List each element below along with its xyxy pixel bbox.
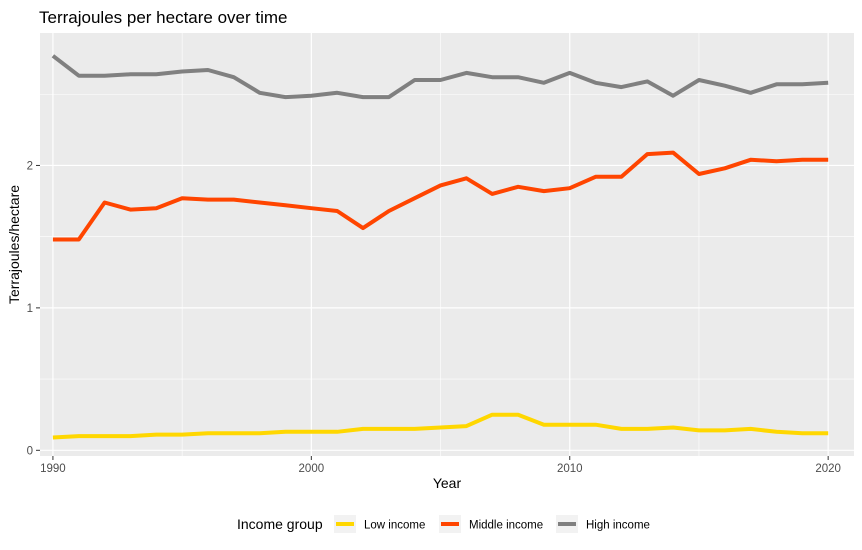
axis-ticks — [36, 164, 829, 460]
plot-panel — [40, 33, 854, 456]
x-axis-title: Year — [433, 475, 462, 491]
legend-title: Income group — [237, 516, 323, 532]
x-tick-label: 2000 — [299, 463, 325, 475]
x-tick-label: 2020 — [815, 463, 841, 475]
legend-label-middle-income: Middle income — [469, 520, 543, 532]
y-tick-label: 2 — [27, 160, 33, 172]
series-line-middle-income — [52, 150, 829, 242]
series-line-low-income — [52, 412, 829, 440]
y-tick-label: 0 — [27, 445, 33, 457]
x-tick-label: 2010 — [557, 463, 583, 475]
major-gridlines — [40, 33, 854, 456]
legend: Income group Low income Middle income High… — [237, 515, 650, 533]
x-tick-label: 1990 — [40, 463, 66, 475]
chart-title: Terrajoules per hectare over time — [39, 8, 288, 27]
series-line-high-income — [51, 54, 829, 100]
x-tick-labels: 1990 2000 2010 2020 — [40, 463, 841, 475]
y-axis-title: Terrajoules/hectare — [6, 185, 22, 304]
legend-label-low-income: Low income — [364, 520, 425, 532]
y-tick-labels: 0 1 2 — [27, 160, 33, 457]
minor-gridlines — [40, 33, 854, 456]
series-lines — [51, 54, 829, 440]
y-tick-label: 1 — [27, 303, 33, 315]
legend-label-high-income: High income — [586, 520, 650, 532]
